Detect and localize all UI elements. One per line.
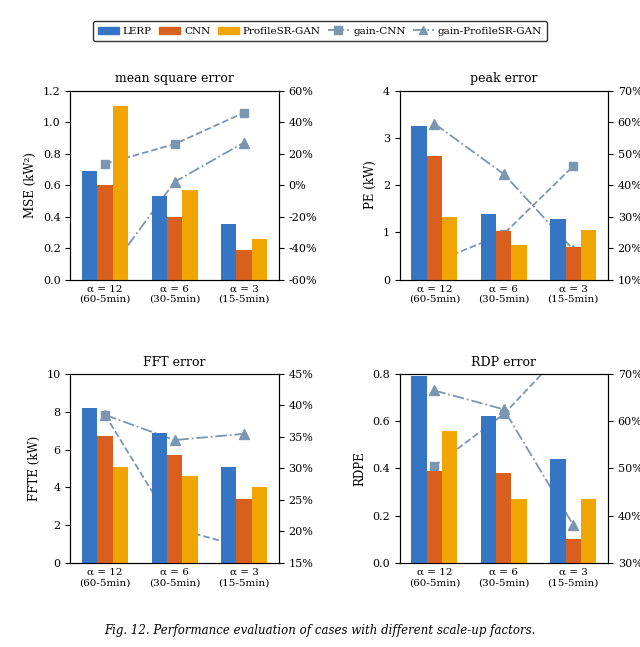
Bar bbox=[427, 471, 442, 563]
Bar bbox=[221, 466, 236, 563]
Bar bbox=[442, 217, 457, 280]
Y-axis label: FFTE (kW): FFTE (kW) bbox=[28, 436, 41, 501]
Y-axis label: MSE (kW²): MSE (kW²) bbox=[24, 152, 37, 218]
Legend: LERP, CNN, ProfileSR-GAN, gain-CNN, gain-ProfileSR-GAN: LERP, CNN, ProfileSR-GAN, gain-CNN, gain… bbox=[93, 21, 547, 41]
Bar bbox=[550, 459, 566, 563]
Bar bbox=[82, 408, 97, 563]
Bar bbox=[167, 217, 182, 280]
Bar bbox=[152, 196, 167, 280]
Text: Fig. 12. Performance evaluation of cases with different scale-up factors.: Fig. 12. Performance evaluation of cases… bbox=[104, 624, 536, 637]
Bar bbox=[427, 156, 442, 280]
Bar bbox=[412, 126, 427, 280]
Bar bbox=[182, 476, 198, 563]
Bar bbox=[82, 171, 97, 280]
Bar bbox=[221, 225, 236, 280]
Bar bbox=[97, 185, 113, 280]
Bar bbox=[97, 436, 113, 563]
Y-axis label: PE (kW): PE (kW) bbox=[364, 160, 377, 210]
Bar bbox=[511, 245, 527, 280]
Bar bbox=[581, 230, 596, 280]
Bar bbox=[442, 431, 457, 563]
Bar bbox=[550, 219, 566, 280]
Bar bbox=[182, 190, 198, 280]
Title: RDP error: RDP error bbox=[471, 356, 536, 369]
Bar bbox=[252, 239, 267, 280]
Bar bbox=[566, 540, 581, 563]
Bar bbox=[167, 455, 182, 563]
Bar bbox=[236, 250, 252, 280]
Bar bbox=[481, 214, 496, 280]
Bar bbox=[496, 473, 511, 563]
Bar bbox=[412, 377, 427, 563]
Bar bbox=[581, 499, 596, 563]
Bar bbox=[113, 466, 128, 563]
Bar bbox=[152, 433, 167, 563]
Bar bbox=[511, 499, 527, 563]
Bar bbox=[252, 487, 267, 563]
Title: peak error: peak error bbox=[470, 72, 538, 85]
Title: FFT error: FFT error bbox=[143, 356, 206, 369]
Bar bbox=[566, 247, 581, 280]
Bar bbox=[236, 499, 252, 563]
Y-axis label: RDPE: RDPE bbox=[354, 451, 367, 486]
Bar bbox=[481, 417, 496, 563]
Bar bbox=[113, 106, 128, 280]
Title: mean square error: mean square error bbox=[115, 72, 234, 85]
Bar bbox=[496, 231, 511, 280]
